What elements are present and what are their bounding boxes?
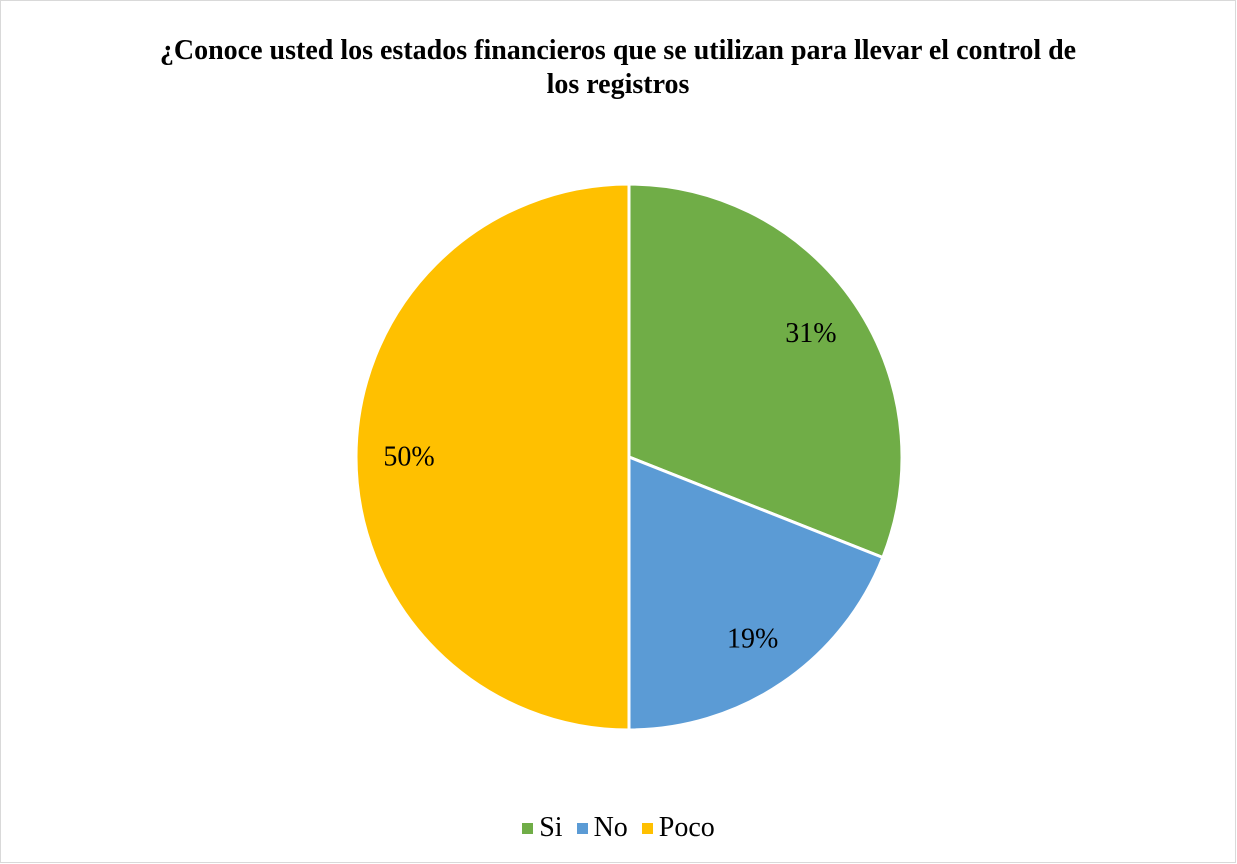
pie-slice-si [627,182,904,559]
data-label-si: 31% [785,318,836,349]
legend-swatch-si [522,822,534,834]
pie-data-labels: 31% 19% 50% [383,318,836,655]
pie-slice-poco [354,182,631,732]
pie-slices [354,182,904,732]
legend: Si No Poco [0,812,1237,844]
legend-item-poco: Poco [641,812,715,844]
legend-label-poco: Poco [658,812,715,843]
data-label-poco: 50% [383,442,434,473]
data-label-no: 19% [727,623,778,654]
legend-label-no: No [593,812,628,843]
legend-label-si: Si [539,812,563,843]
legend-swatch-poco [641,822,653,834]
legend-item-no: No [576,812,628,844]
legend-swatch-no [576,822,588,834]
pie-slice-no [627,455,885,732]
legend-item-si: Si [522,812,563,844]
chart-title: ¿Conoce usted los estados financieros qu… [159,35,1077,100]
